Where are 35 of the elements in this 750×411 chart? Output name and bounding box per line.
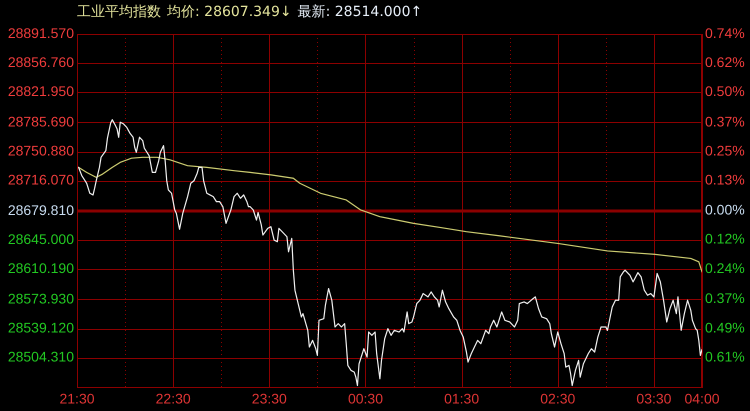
- text: 均价: 28607.349↓: [167, 4, 292, 20]
- x-tick-label: 21:30: [59, 390, 95, 406]
- y-tick-label: 28504.310: [8, 348, 74, 365]
- y-tick-label: 28679.810: [8, 202, 74, 218]
- y-tick-label: 28645.000: [8, 230, 74, 247]
- x-tick-label: 23:30: [252, 390, 288, 406]
- x-tick-label: 03:30: [636, 390, 672, 406]
- x-tick-label: 04:00: [684, 390, 720, 406]
- y2-tick-label: 0.13%: [705, 172, 745, 188]
- y-tick-label: 28856.760: [8, 54, 74, 70]
- y2-tick-label: 0.62%: [705, 54, 745, 70]
- x-tick-label: 00:30: [348, 390, 384, 406]
- y-tick-label: 28573.930: [8, 290, 74, 306]
- x-tick-label: 01:30: [444, 390, 480, 406]
- y2-tick-label: 0.61%: [705, 348, 745, 364]
- y2-tick-label: 0.24%: [705, 260, 745, 276]
- x-tick-label: 22:30: [156, 390, 191, 406]
- y-tick-label: 28821.950: [8, 83, 74, 100]
- y2-tick-label: 0.74%: [705, 24, 745, 41]
- y2-tick-label: 0.25%: [705, 142, 745, 158]
- y2-tick-label: 0.00%: [705, 202, 745, 218]
- chart-title: 工业平均指数: [77, 4, 161, 20]
- y2-tick-label: 0.37%: [705, 113, 745, 130]
- y-tick-label: 28891.570: [8, 24, 74, 41]
- y2-tick-label: 0.37%: [705, 290, 745, 306]
- y2-tick-label: 0.50%: [705, 82, 745, 99]
- text: 最新: 28514.000↑: [298, 4, 422, 20]
- x-tick-label: 02:30: [540, 390, 576, 406]
- y-tick-label: 28716.070: [8, 172, 74, 188]
- y2-tick-label: 0.12%: [705, 230, 745, 247]
- y-tick-label: 28785.690: [8, 113, 74, 130]
- y2-tick-label: 0.49%: [705, 319, 745, 336]
- y-tick-label: 28750.880: [8, 142, 74, 158]
- y-tick-label: 28610.190: [8, 260, 74, 276]
- y-tick-label: 28539.120: [8, 319, 74, 336]
